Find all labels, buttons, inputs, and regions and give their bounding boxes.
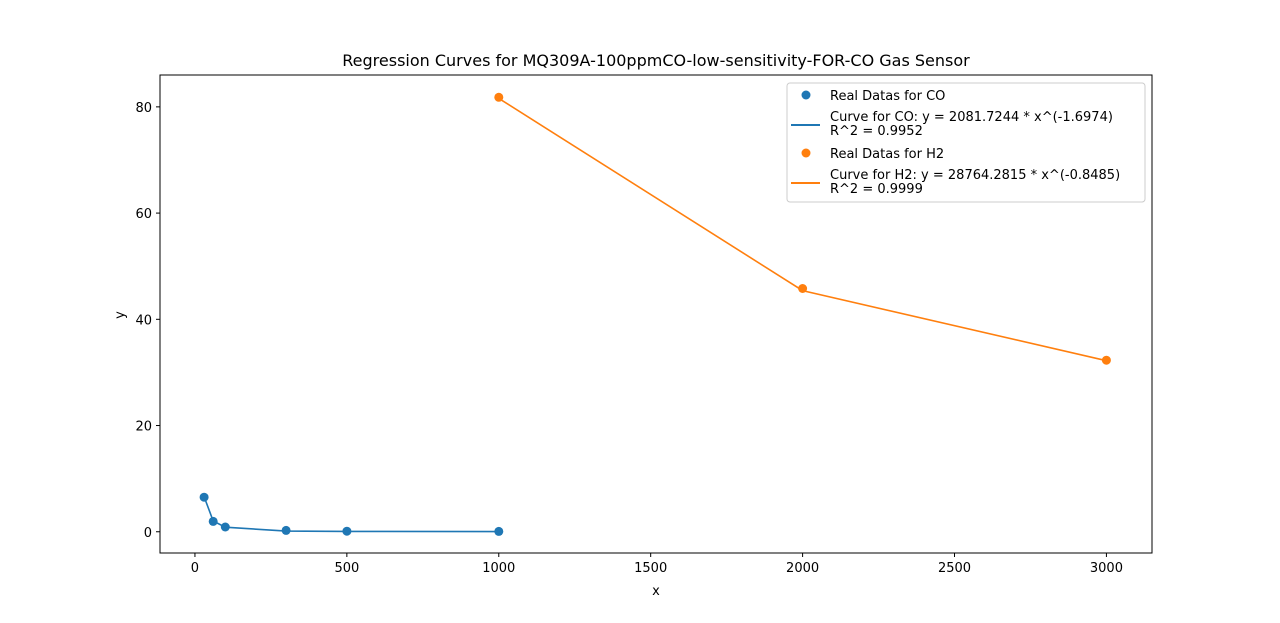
legend-marker-2 [801, 148, 811, 158]
y-tick-label: 20 [135, 420, 152, 435]
chart-title: Regression Curves for MQ309A-100ppmCO-lo… [342, 51, 970, 70]
x-axis-label: x [652, 584, 660, 599]
axes: 0 500 1000 1500 2000 2500 3000 0 20 40 60 80 [135, 74, 1153, 576]
plot-area [199, 92, 1111, 536]
x-tick-label: 1500 [634, 561, 667, 576]
data-point [342, 526, 352, 536]
data-point [494, 92, 504, 102]
x-tick-label: 2500 [938, 561, 971, 576]
plot-frame [159, 74, 1153, 554]
y-tick-label: 0 [144, 526, 152, 541]
x-tick-label: 3000 [1090, 561, 1123, 576]
series-line-1 [203, 496, 499, 533]
data-point [798, 284, 808, 293]
legend-box [786, 82, 1146, 203]
data-point [494, 526, 504, 536]
legend-label-3: Curve for H2: y = 28764.2815 * x^(-0.848… [830, 168, 1120, 183]
legend: Real Datas for CO Curve for CO: y = 2081.… [786, 82, 1146, 203]
data-point [281, 525, 291, 535]
data-point [220, 522, 230, 532]
legend-marker-0 [801, 90, 811, 100]
y-axis-label: y [113, 311, 128, 319]
legend-label-0: Real Datas for CO [830, 89, 945, 104]
legend-sublabel-1: R^2 = 0.9952 [830, 124, 923, 139]
legend-sublabel-3: R^2 = 0.9999 [830, 182, 923, 197]
x-tick-label: 500 [334, 561, 359, 576]
y-tick-label: 60 [135, 207, 152, 222]
data-point [208, 516, 218, 526]
legend-label-2: Real Datas for H2 [830, 147, 944, 162]
x-tick-label: 2000 [786, 561, 819, 576]
legend-label-1: Curve for CO: y = 2081.7244 * x^(-1.6974… [830, 110, 1113, 125]
y-tick-label: 40 [135, 313, 152, 328]
y-tick-label: 80 [135, 101, 152, 116]
data-point [199, 492, 209, 502]
x-tick-label: 0 [191, 561, 199, 576]
data-point [1101, 355, 1111, 365]
x-tick-label: 1000 [482, 561, 515, 576]
